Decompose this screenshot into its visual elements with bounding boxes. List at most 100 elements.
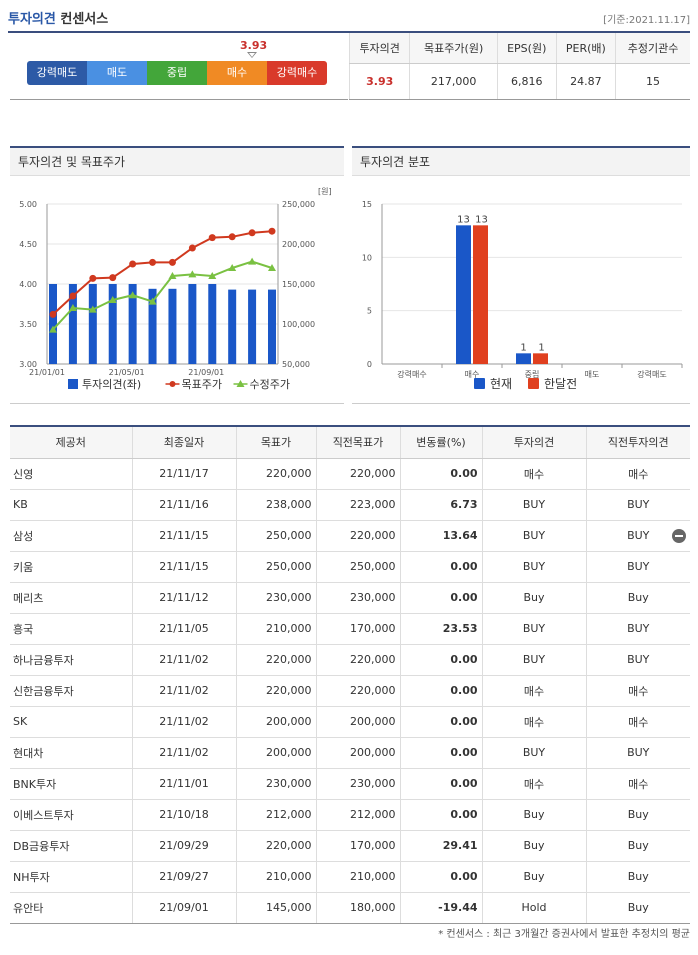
- x-axis-tick: 매도: [585, 370, 600, 379]
- table-cell: 매수: [586, 458, 690, 490]
- table-cell: 매수: [482, 768, 587, 800]
- table-cell: 0.00: [400, 799, 483, 831]
- table-row: 하나금융투자 21/11/02 220,000 220,000 0.00 BUY BUY: [10, 644, 690, 676]
- adjusted-price-point: [108, 296, 117, 303]
- adjusted-price-line: [52, 260, 273, 331]
- target-price-point: [188, 244, 196, 252]
- table-cell: 238,000: [236, 489, 317, 521]
- table-row: 현대차 21/11/02 200,000 200,000 0.00 BUY BUY: [10, 737, 690, 769]
- table-cell: 매수: [482, 706, 587, 738]
- table-cell: Buy: [482, 830, 587, 862]
- opinion-distribution-chart-title: 투자의견 분포: [352, 146, 690, 176]
- table-header: 직전투자의견: [586, 425, 690, 459]
- adjusted-price-point: [268, 264, 276, 271]
- section-title: 투자의견 컨센서스: [8, 8, 108, 27]
- table-cell: 0.00: [400, 737, 483, 769]
- table-row: NH투자 21/09/27 210,000 210,000 0.00 Buy Buy: [10, 861, 690, 893]
- table-header: 투자의견: [482, 425, 587, 459]
- summary-header: EPS(원): [497, 33, 557, 64]
- legend-label: 한달전: [544, 377, 577, 391]
- table-cell: 23.53: [400, 613, 483, 645]
- distribution-bar: [516, 353, 531, 364]
- table-cell: BUY: [482, 551, 587, 583]
- opinion-bar: [168, 288, 177, 364]
- opinion-target-chart-panel: 투자의견 및 목표주가 5.00 4.50 4.00 3.50 3.00 250,000 2…: [10, 146, 344, 404]
- x-axis-tick: 21/01/01: [29, 368, 65, 377]
- distribution-bar: [533, 353, 548, 364]
- table-cell: Buy: [482, 861, 587, 893]
- table-cell: -19.44: [400, 892, 483, 924]
- table-cell: 매수: [482, 458, 587, 490]
- x-axis-tick: 21/05/01: [109, 368, 145, 377]
- table-cell: 0.00: [400, 551, 483, 583]
- table-cell: 21/11/15: [132, 551, 237, 583]
- table-cell: 6.73: [400, 489, 483, 521]
- opinion-bar: [228, 289, 237, 364]
- legend-swatch-point: [169, 381, 176, 387]
- table-cell: BUY: [586, 737, 690, 769]
- table-cell: 200,000: [236, 706, 317, 738]
- adjusted-price-point: [168, 272, 177, 279]
- table-cell: 매수: [482, 675, 587, 707]
- table-cell: 250,000: [236, 551, 317, 583]
- table-cell: BUY: [586, 613, 690, 645]
- table-cell: 21/11/12: [132, 582, 237, 614]
- adjusted-price-point: [208, 272, 217, 279]
- opinion-distribution-chart-panel: 투자의견 분포 15 10 5 0 강력매수 매수 중립 매도 강력매도 13 13 1 1 현재 한달전: [352, 146, 690, 404]
- table-row: 메리츠 21/11/12 230,000 230,000 0.00 Buy Buy: [10, 582, 690, 614]
- table-cell: BUY: [482, 737, 587, 769]
- table-cell: 220,000: [236, 830, 317, 862]
- summary-header: 투자의견: [348, 33, 411, 64]
- table-cell: BUY: [586, 551, 690, 583]
- table-row: BNK투자 21/11/01 230,000 230,000 0.00 매수 매수: [10, 768, 690, 800]
- legend-swatch: [474, 378, 485, 389]
- table-cell: 신영: [10, 458, 133, 490]
- summary-value: 3.93: [348, 63, 411, 101]
- summary-value: 24.87: [556, 63, 617, 101]
- table-cell: 21/09/01: [132, 892, 237, 924]
- target-price-point: [149, 258, 157, 266]
- legend-label: 수정주가: [250, 378, 290, 391]
- table-cell: 200,000: [236, 737, 317, 769]
- table-cell: BUY: [482, 489, 587, 521]
- x-axis-tick: 21/09/01: [188, 368, 224, 377]
- opinion-marker-inner-icon: [248, 53, 255, 57]
- opinion-bar: [128, 284, 137, 364]
- table-header: 변동률(%): [400, 425, 483, 459]
- table-cell: 이베스트투자: [10, 799, 133, 831]
- table-cell: SK: [10, 706, 133, 738]
- y-axis-tick: 10: [362, 253, 372, 262]
- distribution-bar: [473, 225, 488, 364]
- table-cell: BUY: [586, 644, 690, 676]
- collapse-minus-icon[interactable]: [672, 529, 686, 543]
- summary-header: PER(배): [556, 33, 617, 64]
- left-axis-tick: 3.50: [19, 320, 37, 329]
- target-price-point: [268, 227, 276, 235]
- table-cell: 흥국: [10, 613, 133, 645]
- table-cell: Buy: [586, 799, 690, 831]
- adjusted-price-point: [148, 297, 157, 305]
- table-cell: Buy: [586, 892, 690, 924]
- adjusted-price-point: [228, 264, 237, 271]
- table-cell: 180,000: [316, 892, 401, 924]
- table-cell: 230,000: [236, 768, 317, 800]
- table-cell: 145,000: [236, 892, 317, 924]
- y-axis-tick: 5: [367, 307, 372, 316]
- target-price-point: [49, 310, 57, 318]
- left-axis-tick: 4.00: [19, 280, 37, 289]
- table-cell: 200,000: [316, 706, 401, 738]
- opinion-bar: [49, 284, 57, 364]
- summary-header: 추정기관수: [615, 33, 690, 64]
- table-row: 삼성 21/11/15 250,000 220,000 13.64 BUY BUY: [10, 520, 690, 552]
- table-cell: 0.00: [400, 706, 483, 738]
- left-axis-tick: 3.00: [19, 360, 37, 369]
- table-cell: 삼성: [10, 520, 133, 552]
- table-row: 이베스트투자 21/10/18 212,000 212,000 0.00 Buy Buy: [10, 799, 690, 831]
- right-axis-unit: [원]: [318, 187, 332, 196]
- adjusted-price-point: [88, 305, 97, 313]
- table-header: 최종일자: [132, 425, 237, 459]
- table-cell: 13.64: [400, 520, 483, 552]
- table-cell: 210,000: [236, 613, 317, 645]
- table-cell: 21/11/02: [132, 675, 237, 707]
- table-cell: 현대차: [10, 737, 133, 769]
